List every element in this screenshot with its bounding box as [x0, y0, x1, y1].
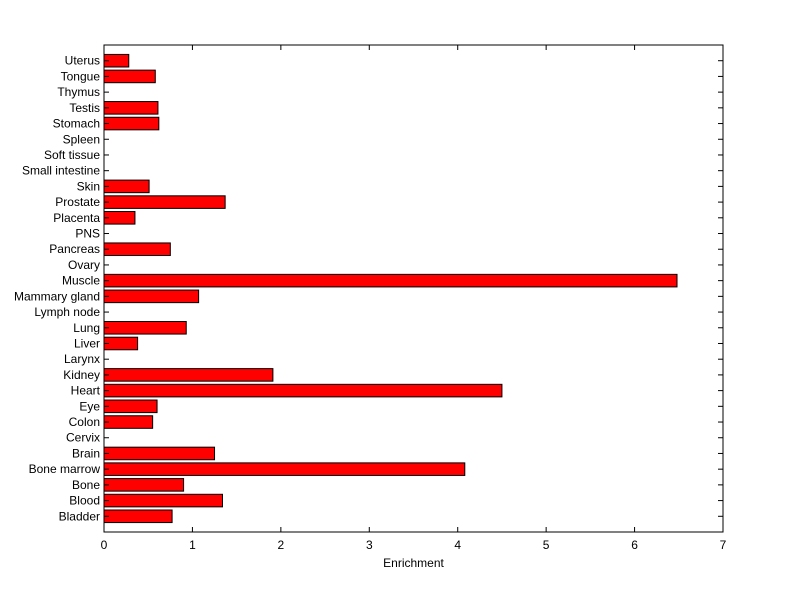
bar-heart [103, 383, 503, 398]
bar-bone-marrow [103, 462, 466, 476]
x-tick-label: 2 [278, 538, 285, 552]
ticks-group [103, 45, 724, 532]
y-tick-label: Eye [79, 399, 100, 413]
bar-skin [103, 179, 150, 194]
x-tick-label: 5 [543, 538, 550, 552]
y-tick-label: Ovary [68, 258, 100, 272]
y-tick-label: Bone marrow [29, 462, 101, 476]
axes-box [103, 44, 724, 533]
y-tick-label: Cervix [66, 431, 100, 445]
bar-stomach [103, 116, 160, 131]
y-tick-label: Prostate [55, 195, 100, 209]
y-tick-label: Lymph node [34, 305, 100, 319]
y-tick-label: Uterus [65, 54, 100, 68]
y-tick-label: Mammary gland [14, 289, 100, 303]
bar-liver [103, 336, 139, 351]
y-tick-label: Testis [69, 101, 100, 115]
x-tick-label: 0 [101, 538, 108, 552]
y-tick-label: Small intestine [22, 164, 100, 178]
bar-brain [103, 446, 216, 461]
y-tick-label: Bladder [59, 509, 100, 523]
y-tick-label: Bone [72, 478, 100, 492]
bar-kidney [103, 368, 274, 382]
y-tick-label: Placenta [53, 211, 100, 225]
bar-bone [103, 478, 185, 492]
y-tick-label: Larynx [64, 352, 100, 366]
y-tick-label: Muscle [62, 274, 100, 288]
x-tick-label: 3 [366, 538, 373, 552]
y-tick-label: Stomach [53, 117, 100, 131]
bar-eye [103, 399, 158, 414]
y-tick-label: Thymus [57, 85, 100, 99]
bar-pancreas [103, 242, 171, 257]
bar-muscle [103, 273, 678, 288]
bar-blood [103, 493, 223, 508]
y-tick-label: Spleen [63, 132, 100, 146]
y-tick-label: Colon [69, 415, 100, 429]
bar-lung [103, 320, 187, 335]
y-tick-label: Blood [69, 494, 100, 508]
x-tick-label: 1 [189, 538, 196, 552]
y-tick-label: Brain [72, 446, 100, 460]
y-tick-label: Heart [71, 384, 101, 398]
bar-bladder [103, 509, 173, 524]
x-tick-label: 7 [720, 538, 727, 552]
bar-tongue [103, 69, 156, 84]
bar-testis [103, 101, 159, 115]
bars-group [103, 53, 678, 524]
x-axis-label: Enrichment [383, 556, 444, 570]
bar-mammary-gland [103, 289, 200, 304]
y-tick-label: Tongue [61, 69, 101, 83]
y-tick-label: Skin [77, 179, 100, 193]
bar-colon [103, 415, 154, 429]
x-tick-label: 4 [454, 538, 461, 552]
bar-prostate [103, 195, 226, 209]
y-tick-label: Lung [73, 321, 100, 335]
x-tick-label: 6 [631, 538, 638, 552]
y-tick-label: Liver [74, 336, 100, 350]
x-tick-labels: 0 1 2 3 4 5 6 7 [101, 538, 727, 552]
y-tick-label: Kidney [63, 368, 100, 382]
y-tick-label: PNS [75, 227, 100, 241]
y-tick-label: Soft tissue [44, 148, 100, 162]
y-tick-label: Pancreas [49, 242, 100, 256]
